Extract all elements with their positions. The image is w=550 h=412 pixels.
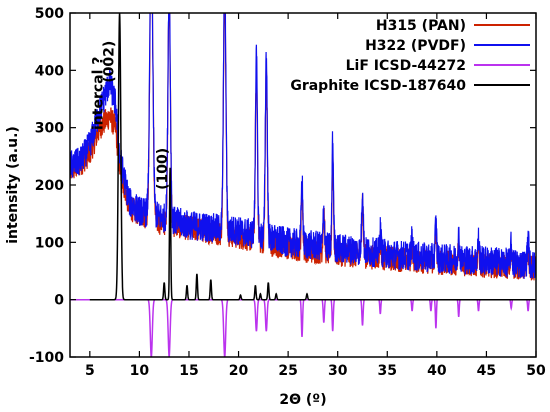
series-line-4 xyxy=(89,13,536,301)
y-tick-label: 500 xyxy=(35,6,64,22)
y-tick-label: 100 xyxy=(35,235,64,251)
peak-annotation: (100) xyxy=(155,148,171,190)
legend-label: H322 (PVDF) xyxy=(365,38,466,54)
series-line-1 xyxy=(70,13,536,281)
x-axis-title: 2Θ (º) xyxy=(279,392,326,408)
series-layer xyxy=(70,13,536,357)
x-tick-label: 25 xyxy=(278,363,297,379)
annotations: intercal ?(002) (100) xyxy=(91,41,172,190)
x-tick-label: 5 xyxy=(85,363,95,379)
x-tick-label: 10 xyxy=(130,363,150,379)
x-tick-label: 50 xyxy=(526,363,546,379)
legend: H315 (PAN) H322 (PVDF) LiF ICSD-44272 Graph… xyxy=(290,18,530,94)
x-tick-label: 20 xyxy=(229,363,249,379)
y-axis-title: intensity (a.u.) xyxy=(5,126,21,244)
series-line-3 xyxy=(70,298,536,357)
y-tick-label: 300 xyxy=(35,121,64,137)
y-tick-label: 200 xyxy=(35,178,64,194)
peak-annotation: (002) xyxy=(102,41,118,83)
legend-label: Graphite ICSD-187640 xyxy=(290,78,466,94)
y-tick-label: -100 xyxy=(29,350,64,366)
x-tick-label: 35 xyxy=(378,363,397,379)
peak-annotation: intercal ? xyxy=(91,57,107,130)
legend-label: H315 (PAN) xyxy=(376,18,466,34)
x-tick-label: 45 xyxy=(477,363,496,379)
ticks-layer: 5 10 15 20 25 30 35 40 45 50 -100 0 100 200 300 400 500 xyxy=(29,6,546,379)
y-tick-label: 400 xyxy=(35,63,64,79)
x-tick-label: 30 xyxy=(328,363,348,379)
x-tick-label: 40 xyxy=(427,363,447,379)
series-line-2 xyxy=(70,13,536,279)
y-tick-label: 0 xyxy=(54,293,64,309)
x-tick-label: 15 xyxy=(179,363,198,379)
legend-label: LiF ICSD-44272 xyxy=(346,58,466,74)
